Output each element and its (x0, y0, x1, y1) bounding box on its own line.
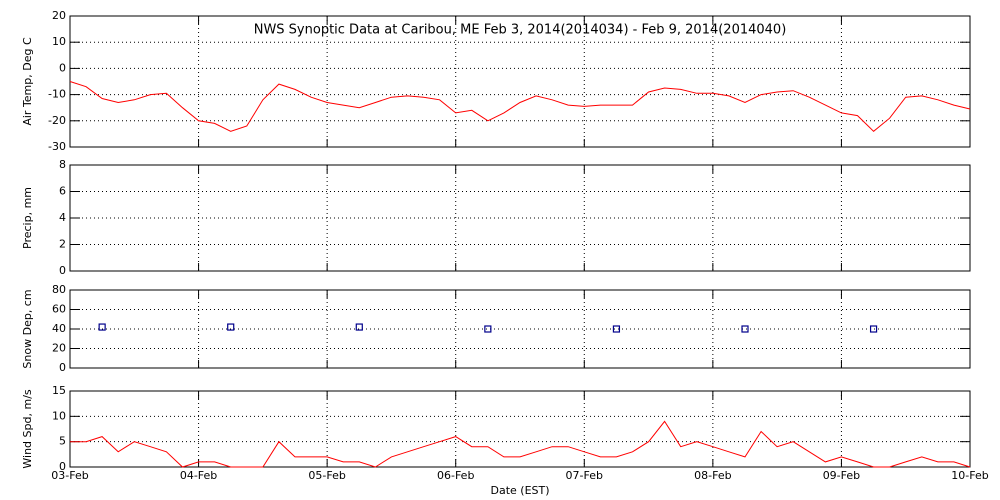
y-tick-label: 80 (52, 283, 66, 296)
x-tick-label: 03-Feb (51, 469, 88, 482)
y-tick-label: 0 (59, 361, 66, 374)
y-axis-label: Wind Spd, m/s (21, 389, 34, 469)
x-axis-label: Date (EST) (490, 484, 549, 497)
y-tick-label: -10 (48, 88, 66, 101)
data-point (484, 325, 492, 333)
y-tick-label: 4 (59, 211, 66, 224)
y-tick-label: 15 (52, 384, 66, 397)
y-tick-label: -30 (48, 140, 66, 153)
y-tick-label: 10 (52, 409, 66, 422)
y-tick-label: 0 (59, 264, 66, 277)
y-tick-label: 0 (59, 61, 66, 74)
data-point (355, 323, 363, 331)
y-tick-label: 20 (52, 9, 66, 22)
data-point (227, 323, 235, 331)
x-tick-label: 10-Feb (951, 469, 988, 482)
y-tick-label: 20 (52, 342, 66, 355)
x-tick-label: 07-Feb (566, 469, 603, 482)
data-line (69, 81, 971, 132)
plot-frame (69, 390, 971, 468)
y-tick-label: -20 (48, 114, 66, 127)
plot-frame (69, 289, 971, 369)
x-tick-label: 06-Feb (437, 469, 474, 482)
y-axis-label: Air Temp, Deg C (21, 37, 34, 126)
y-tick-label: 40 (52, 322, 66, 335)
y-tick-label: 6 (59, 185, 66, 198)
y-axis-label: Snow Dep, cm (21, 289, 34, 368)
y-axis-label: Precip, mm (21, 187, 34, 249)
data-point (98, 323, 106, 331)
data-point (612, 325, 621, 333)
chart-title: NWS Synoptic Data at Caribou, ME Feb 3, … (254, 23, 787, 38)
x-tick-label: 09-Feb (823, 469, 860, 482)
y-tick-label: 0 (59, 460, 66, 473)
x-tick-label: 05-Feb (308, 469, 345, 482)
y-tick-label: 10 (52, 35, 66, 48)
x-tick-label: 08-Feb (694, 469, 731, 482)
data-point (869, 325, 878, 333)
y-tick-label: 2 (59, 238, 66, 251)
data-line (70, 420, 971, 468)
y-tick-label: 8 (59, 158, 66, 171)
data-point (741, 325, 749, 333)
x-tick-label: 04-Feb (180, 469, 217, 482)
y-tick-label: 5 (59, 435, 66, 448)
y-tick-label: 60 (52, 303, 66, 316)
plot-frame (69, 164, 971, 272)
